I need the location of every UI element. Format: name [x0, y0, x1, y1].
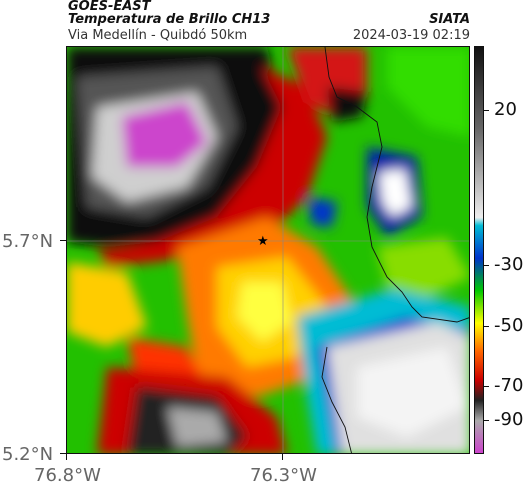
border-line: [324, 47, 469, 323]
colorbar-label-20: 20: [494, 99, 517, 120]
cloud-top-field: [67, 47, 469, 453]
colorbar-tick: [484, 110, 489, 111]
lat-label-5.2: 5.2°N: [2, 444, 54, 465]
colorbar-label-neg70: -70: [494, 375, 524, 396]
region-subtitle: Via Medellín - Quibdó 50km: [68, 28, 248, 43]
lon-label-76.3: 76.3°W: [250, 465, 317, 486]
lon-label-76.8: 76.8°W: [34, 465, 101, 486]
star-marker: ★: [257, 234, 269, 249]
map-canvas: ★: [67, 47, 469, 453]
lat-tick: [60, 240, 66, 241]
colorbar-tick: [484, 326, 489, 327]
lat-label-5.7: 5.7°N: [2, 231, 54, 252]
border-line-south: [321, 346, 352, 453]
lon-tick: [282, 454, 283, 460]
brightness-temperature-map[interactable]: ★: [66, 46, 470, 454]
colorbar-label-neg30: -30: [494, 254, 524, 275]
colorbar-label-neg90: -90: [494, 409, 524, 430]
satellite-title: GOES-EAST: [68, 0, 151, 14]
colorbar-label-neg50: -50: [494, 315, 524, 336]
colorbar-tick: [484, 386, 489, 387]
colorbar-tick: [484, 265, 489, 266]
datetime-label: 2024-03-19 02:19: [352, 28, 470, 43]
lat-tick: [60, 453, 66, 454]
colorbar-gradient: [475, 47, 483, 453]
colorbar-tick: [484, 420, 489, 421]
product-title: Temperatura de Brillo CH13: [68, 12, 271, 27]
lon-tick: [66, 454, 67, 460]
temperature-colorbar: [474, 46, 484, 454]
organization-label: SIATA: [429, 12, 470, 27]
